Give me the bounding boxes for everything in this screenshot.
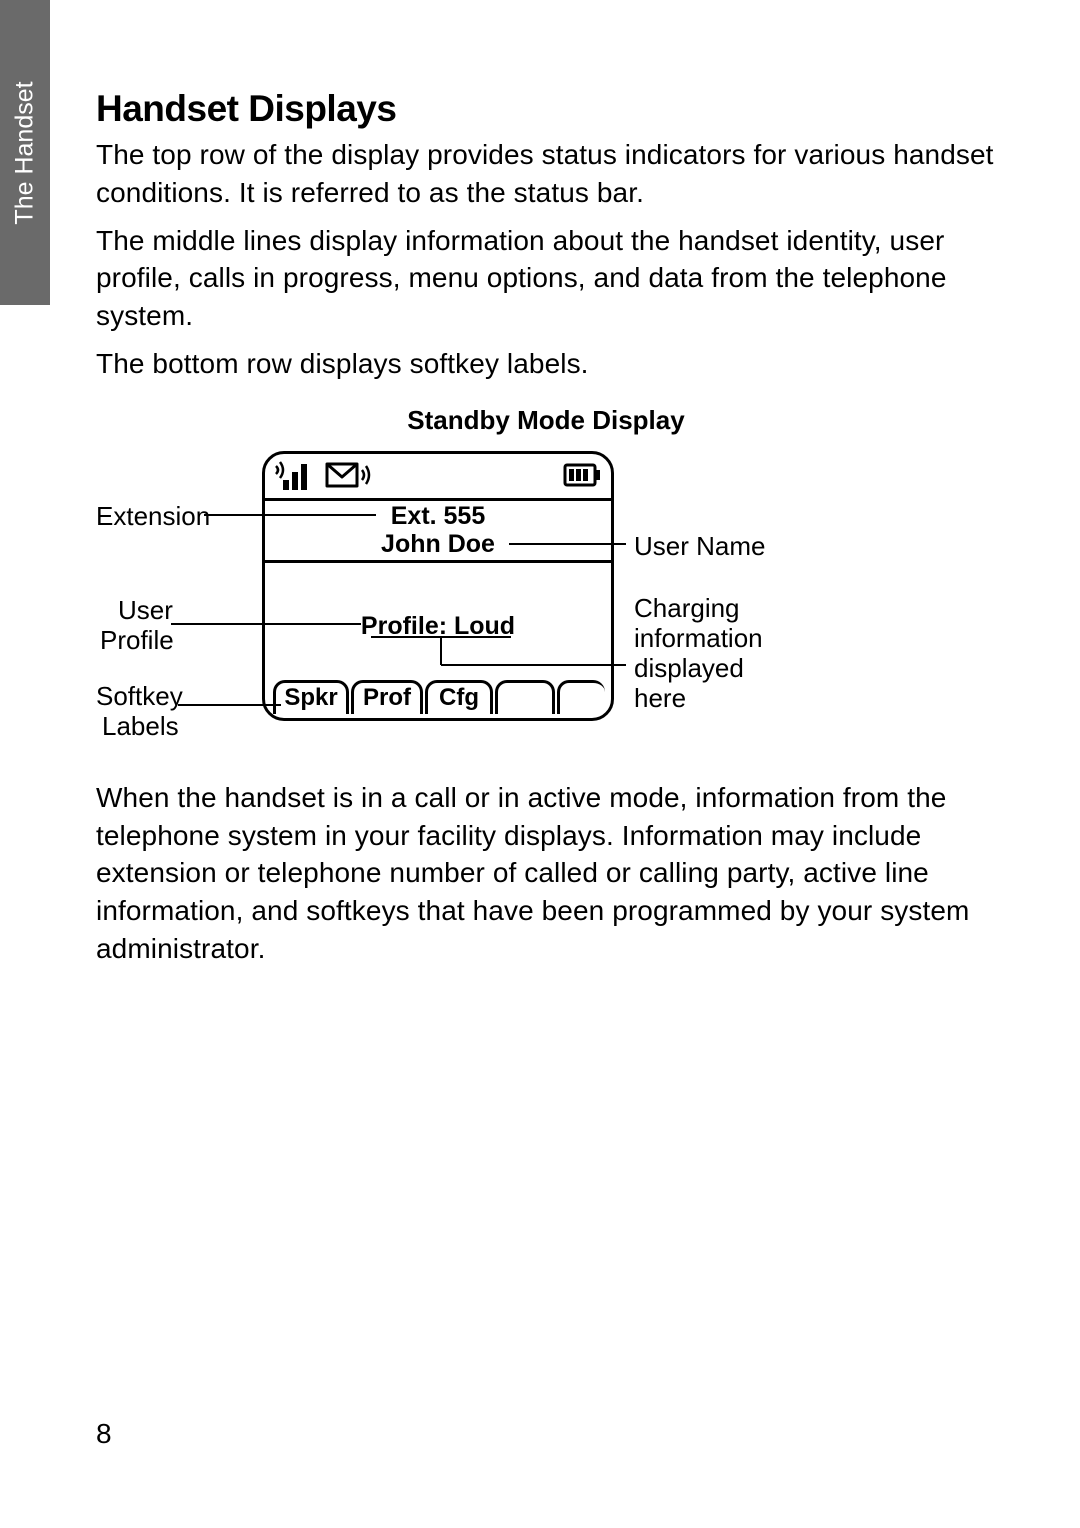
user-name-value: John Doe <box>265 530 611 559</box>
callout-charging-1: Charging <box>634 593 740 624</box>
section-title: Handset Displays <box>96 88 996 130</box>
signal-bars-icon <box>273 458 317 492</box>
softkey-spkr[interactable]: Spkr <box>273 680 349 714</box>
paragraph-1: The top row of the display provides stat… <box>96 136 996 212</box>
divider-line <box>265 498 611 501</box>
paragraph-2: The middle lines display information abo… <box>96 222 996 335</box>
side-tab-label: The Handset <box>11 81 40 224</box>
callout-softkey-1: Softkey <box>96 681 176 712</box>
battery-icon <box>563 462 603 488</box>
softkey-row: Spkr Prof Cfg <box>271 678 605 714</box>
callout-user-profile-1: User <box>118 595 168 626</box>
callout-charging-3: displayed <box>634 653 744 684</box>
extension-value: Ext. 555 <box>265 502 611 531</box>
side-tab: The Handset <box>0 0 50 305</box>
paragraph-3: The bottom row displays softkey labels. <box>96 345 996 383</box>
softkey-blank-1[interactable] <box>495 680 555 714</box>
callout-extension: Extension <box>96 501 210 532</box>
callout-charging-4: here <box>634 683 686 714</box>
voicemail-speaker-icon <box>325 460 375 492</box>
callout-user-profile-2: Profile <box>100 625 168 656</box>
handset-screen: Ext. 555 John Doe Profile: Loud Spkr Pro… <box>262 451 614 721</box>
callout-softkey-2: Labels <box>102 711 176 742</box>
softkey-prof[interactable]: Prof <box>351 680 423 714</box>
content-area: Handset Displays The top row of the disp… <box>96 88 996 978</box>
figure-area: Standby Mode Display <box>96 405 996 765</box>
divider-line <box>265 560 611 563</box>
callout-charging-2: information <box>634 623 763 654</box>
profile-value: Profile: Loud <box>265 612 611 641</box>
page-number: 8 <box>96 1418 112 1450</box>
paragraph-4: When the handset is in a call or in acti… <box>96 779 996 968</box>
page: The Handset Handset Displays The top row… <box>0 0 1080 1528</box>
callout-user-name: User Name <box>634 531 765 562</box>
softkey-blank-2[interactable] <box>557 680 605 714</box>
softkey-cfg[interactable]: Cfg <box>425 680 493 714</box>
status-bar <box>273 458 603 494</box>
